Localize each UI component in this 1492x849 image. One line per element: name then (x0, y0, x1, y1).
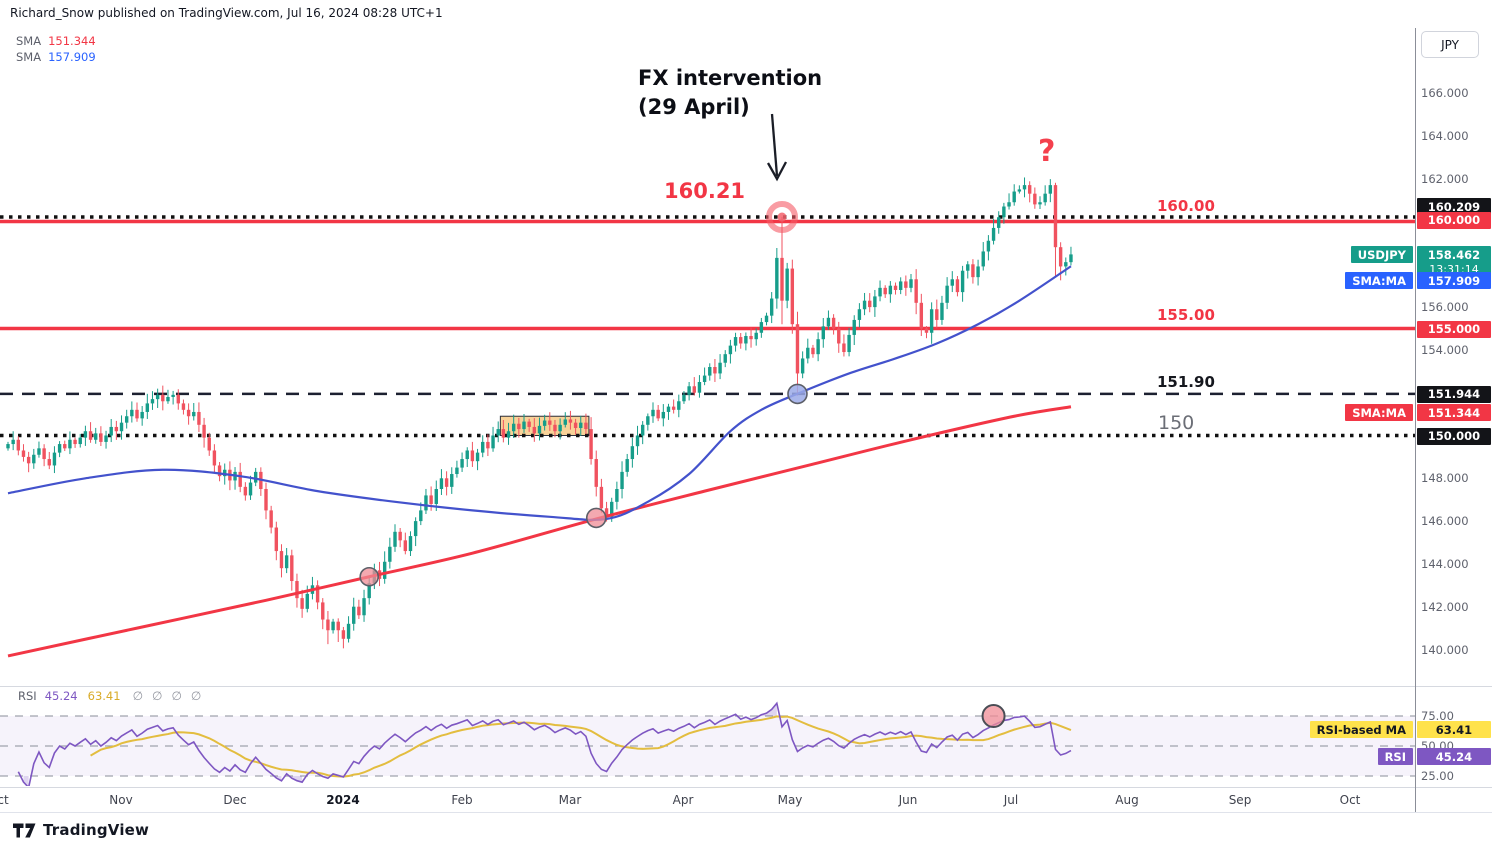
rsi-layer (17, 701, 1072, 787)
tradingview-logo[interactable]: TradingView (13, 821, 149, 839)
price-tick-142: 142.000 (1421, 599, 1469, 614)
level-160-label: 160.00 (1157, 197, 1215, 215)
price-tick-164: 164.000 (1421, 128, 1469, 143)
sma-slow-label: SMA (16, 34, 42, 48)
sma-fast-row: SMA 157.909 (16, 49, 96, 65)
axis-badge-155.000: 155.000 (1417, 320, 1491, 338)
highlight-circle-1 (585, 507, 607, 529)
rsi-based-ma-name-badge: RSI-based MA (1309, 721, 1413, 738)
rsi-highlight-circle (981, 704, 1006, 728)
rsi-line[interactable] (17, 701, 1072, 787)
rsi-source-icon-1[interactable]: ∅ (152, 689, 163, 703)
sma-ma-name-badge: SMA:MA (1345, 404, 1413, 422)
question-mark-annotation: ? (1038, 134, 1056, 169)
price-tick-146: 146.000 (1421, 514, 1469, 529)
tradingview-logo-text: TradingView (43, 821, 150, 839)
rsi-tick-75: 75.00 (1421, 709, 1454, 723)
rsi-source-icon-0[interactable]: ∅ (132, 689, 144, 703)
axis-badge-157.909: 157.909 (1417, 272, 1491, 290)
month-label-Dec[interactable]: Dec (223, 793, 247, 807)
axis-badge-151.344: 151.344 (1417, 404, 1491, 422)
axis-badge-151.944: 151.944 (1417, 385, 1491, 403)
rsi-ma-line[interactable] (90, 715, 1072, 778)
currency-toggle-button[interactable]: JPY (1421, 31, 1479, 58)
rsi-badge-63.41: 63.41 (1417, 721, 1491, 738)
rsi-source-icon-2[interactable]: ∅ (171, 689, 182, 703)
price-tick-140: 140.000 (1421, 642, 1469, 657)
highlight-circle-3 (787, 383, 808, 405)
month-label-ct[interactable]: ct (0, 793, 9, 807)
price-tick-154: 154.000 (1421, 342, 1469, 357)
rsi-legend: RSI 45.24 63.41 ∅ ∅ ∅ ∅ (18, 689, 210, 703)
highlight-circle-0 (359, 566, 380, 587)
axis-badge-150.000: 150.000 (1417, 427, 1491, 445)
peak-price-annotation: 160.21 (664, 179, 746, 203)
sma-200-line[interactable] (7, 405, 1072, 658)
rsi-ma-value: 63.41 (87, 689, 121, 703)
rsi-tick-25: 25.00 (1421, 769, 1454, 783)
sma-ma-name-badge: SMA:MA (1345, 272, 1413, 290)
month-label-2024[interactable]: 2024 (326, 793, 360, 807)
intervention-ring (766, 201, 798, 234)
axis-badge-160.209: 160.209 (1417, 198, 1491, 216)
rsi-label: RSI (18, 689, 37, 703)
price-tick-166: 166.000 (1421, 86, 1469, 101)
publish-line: Richard_Snow published on TradingView.co… (10, 6, 443, 20)
price-tick-156: 156.000 (1421, 300, 1469, 315)
month-label-Jul[interactable]: Jul (1003, 793, 1019, 807)
price-tick-144: 144.000 (1421, 556, 1469, 571)
rsi-name-badge: RSI (1377, 748, 1413, 765)
axis-badge-160.000: 160.000 (1417, 211, 1491, 229)
sma-slow-value: 151.344 (48, 34, 96, 48)
level-155-label: 155.00 (1157, 306, 1215, 324)
usdjpy-name-badge: USDJPY (1350, 246, 1413, 264)
sma-fast-line[interactable] (7, 265, 1072, 521)
candles-layer (6, 177, 1073, 649)
sma-legend: SMA 151.344 SMA 157.909 (16, 33, 96, 65)
price-tick-148: 148.000 (1421, 471, 1469, 486)
month-label-Aug[interactable]: Aug (1115, 793, 1139, 807)
month-label-Nov[interactable]: Nov (109, 793, 133, 807)
intervention-ring-dot (777, 212, 787, 222)
level-151-90-label: 151.90 (1157, 373, 1215, 391)
month-label-May[interactable]: May (777, 793, 803, 807)
level-150-label: 150 (1158, 412, 1195, 434)
annotation-arrowhead (766, 161, 788, 182)
rsi-badge-45.24: 45.24 (1417, 748, 1491, 765)
annotation-arrow (770, 113, 779, 177)
price-tick-162: 162.000 (1421, 171, 1469, 186)
month-label-Feb[interactable]: Feb (451, 793, 473, 807)
month-label-Oct[interactable]: Oct (1339, 793, 1361, 807)
sma-fast-value: 157.909 (48, 50, 96, 64)
month-label-Sep[interactable]: Sep (1228, 793, 1252, 807)
month-label-Apr[interactable]: Apr (672, 793, 694, 807)
tradingview-logo-icon (13, 823, 36, 837)
fx-intervention-annotation: FX intervention (29 April) (638, 66, 823, 119)
sma-fast-label: SMA (16, 50, 42, 64)
month-label-Mar[interactable]: Mar (558, 793, 582, 807)
rsi-source-icon-3[interactable]: ∅ (190, 689, 202, 703)
month-label-Jun[interactable]: Jun (898, 793, 918, 807)
sma-slow-row: SMA 151.344 (16, 33, 96, 49)
rsi-value: 45.24 (44, 689, 78, 703)
